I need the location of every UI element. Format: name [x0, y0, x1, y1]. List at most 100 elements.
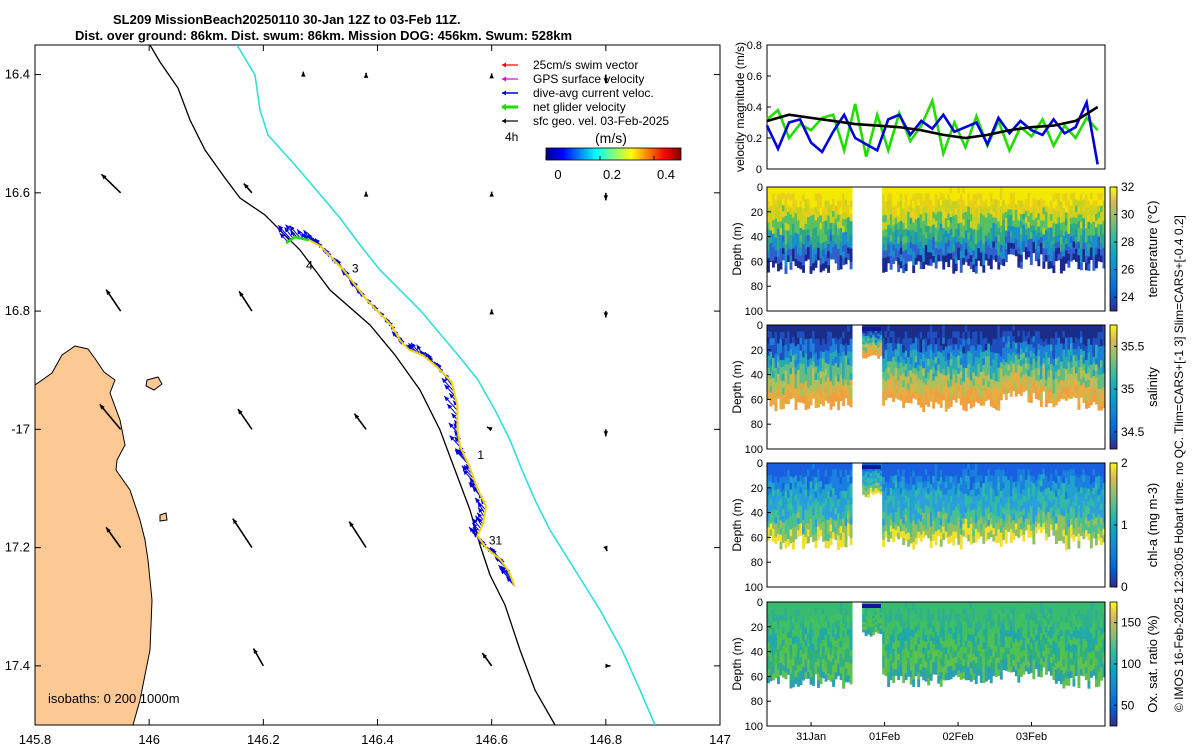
heat-cell [1022, 375, 1026, 382]
heat-cell [889, 513, 893, 520]
heat-cell [969, 200, 973, 208]
heat-cell [777, 373, 780, 381]
heat-cell [1087, 200, 1091, 209]
heat-cell [962, 360, 966, 368]
heat-cell [1057, 350, 1061, 358]
heat-cell [787, 390, 790, 398]
heat-cell [1007, 480, 1011, 487]
heat-cell [814, 533, 818, 542]
heat-cell [809, 223, 813, 231]
heat-cell [1019, 487, 1023, 494]
geo-vector [489, 73, 494, 79]
heat-cell [837, 484, 841, 493]
heat-cell [1044, 199, 1048, 206]
heat-cell [979, 517, 983, 525]
heat-cell [954, 350, 958, 358]
heat-cell [877, 480, 881, 484]
heat-cell [1007, 503, 1011, 510]
heat-cell [934, 363, 938, 371]
heat-cell [1099, 236, 1103, 244]
heat-cell [897, 393, 901, 400]
heat-cell [969, 469, 973, 477]
heat-cell [967, 193, 971, 201]
heat-cell [974, 201, 978, 209]
heat-cell [1089, 378, 1093, 386]
heat-cell [944, 199, 948, 207]
heat-cell [849, 365, 853, 374]
heat-cell [1102, 187, 1106, 195]
heat-cell [802, 194, 805, 202]
heat-cell [899, 220, 903, 228]
heat-cell [802, 377, 805, 384]
geo-vector [348, 521, 367, 549]
heat-cell [909, 523, 913, 531]
heat-cell [937, 481, 941, 488]
heat-cell [914, 362, 918, 369]
heat-cell [909, 383, 913, 391]
heat-cell [997, 396, 1001, 404]
heat-cell [922, 481, 926, 489]
heat-cell [994, 522, 998, 530]
heat-cell [774, 530, 778, 538]
heat-cell [1074, 373, 1078, 380]
heat-cell [797, 363, 800, 371]
heat-cell [1102, 394, 1106, 402]
heat-cell [1012, 346, 1016, 353]
heat-cell [997, 248, 1001, 256]
heat-cell [887, 508, 891, 516]
heat-cell [1027, 233, 1031, 240]
heat-cell [772, 213, 775, 221]
heat-cell [927, 392, 931, 401]
heat-cell [1014, 499, 1018, 506]
heat-cell [1059, 194, 1063, 202]
heat-cell [872, 334, 876, 338]
heat-cell [959, 201, 963, 209]
heat-cell [909, 331, 913, 339]
heat-cell [999, 362, 1003, 370]
heat-cell [1019, 389, 1023, 396]
heat-cell [1027, 395, 1031, 403]
heat-cell [974, 509, 978, 517]
heat-cell [1052, 338, 1056, 346]
heat-cell [834, 356, 838, 364]
heat-cell [1009, 378, 1013, 385]
heat-cell [907, 363, 911, 371]
heat-cell [1069, 386, 1073, 393]
velocity-line-dive-avg [765, 97, 1099, 165]
heat-cell [877, 344, 881, 348]
heat-cell [937, 236, 941, 243]
heat-cell [897, 257, 901, 266]
heat-cell [1079, 255, 1083, 264]
heat-cell [849, 483, 853, 491]
heat-cell [952, 208, 956, 217]
heat-cell [912, 491, 916, 500]
heat-cell [964, 339, 968, 347]
heat-cell [797, 357, 800, 364]
heat-cell [867, 485, 871, 490]
arrow-shaft [99, 403, 122, 430]
heat-cell [1039, 198, 1043, 205]
heat-cell [1034, 355, 1038, 363]
heat-cell [837, 499, 841, 507]
heat-cell [779, 506, 783, 514]
heat-cell [949, 489, 953, 497]
heat-cell [912, 391, 916, 399]
heat-cell [1024, 199, 1028, 206]
heat-cell [1042, 241, 1046, 249]
heat-cell [1097, 199, 1101, 206]
heat-cell [1024, 379, 1028, 386]
heat-cell [987, 374, 991, 382]
arrow-head [441, 378, 447, 384]
current-vector [443, 395, 458, 411]
heat-cell [819, 236, 823, 245]
heat-cell [839, 484, 843, 492]
heat-cell [929, 505, 933, 513]
heat-cell [917, 230, 921, 237]
heat-cell [1017, 193, 1021, 201]
heat-cell [1007, 463, 1011, 470]
heat-cell [919, 515, 923, 523]
heat-cell [1094, 351, 1098, 359]
salinity-ytick-label: 100 [745, 444, 763, 456]
heat-cell [949, 469, 953, 477]
heat-cell [1004, 331, 1008, 338]
